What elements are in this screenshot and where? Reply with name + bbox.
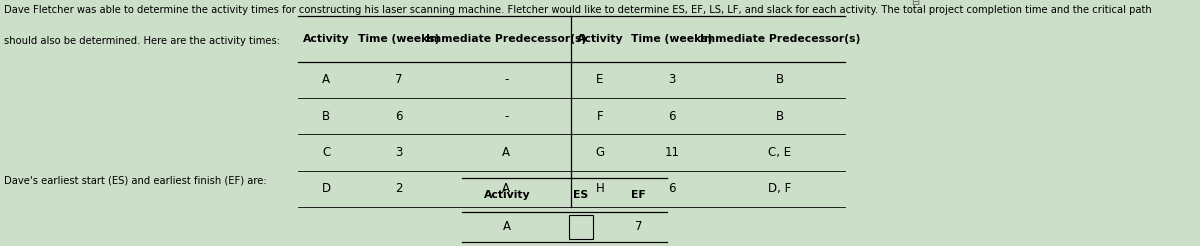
Text: C: C [323,146,330,159]
Text: H: H [595,183,605,195]
Text: 7: 7 [395,73,402,86]
Text: -: - [504,110,509,123]
Text: 7: 7 [635,220,642,233]
Text: 6: 6 [395,110,402,123]
Text: A: A [503,183,510,195]
Text: Dave's earliest start (ES) and earliest finish (EF) are:: Dave's earliest start (ES) and earliest … [4,176,266,186]
Text: F: F [596,110,604,123]
Text: 11: 11 [665,146,679,159]
Text: 6: 6 [668,183,676,195]
Text: G: G [595,146,605,159]
Text: Immediate Predecessor(s): Immediate Predecessor(s) [700,34,860,44]
Text: Activity: Activity [577,34,623,44]
Text: ES: ES [574,190,588,200]
Text: Activity: Activity [304,34,349,44]
Text: D, F: D, F [768,183,792,195]
Text: Dave Fletcher was able to determine the activity times for constructing his lase: Dave Fletcher was able to determine the … [4,5,1151,15]
Text: 2: 2 [395,183,402,195]
Text: D: D [322,183,331,195]
Text: EF: EF [631,190,646,200]
Bar [569,215,593,239]
Text: A: A [323,73,330,86]
Text: ⊟: ⊟ [912,0,919,7]
Text: B: B [776,73,784,86]
Text: E: E [596,73,604,86]
Text: Time (weeks): Time (weeks) [358,34,439,44]
Text: should also be determined. Here are the activity times:: should also be determined. Here are the … [4,36,280,46]
Text: Activity: Activity [484,190,530,200]
Text: -: - [504,73,509,86]
Text: B: B [323,110,330,123]
Text: 3: 3 [395,146,402,159]
Text: B: B [776,110,784,123]
Text: 3: 3 [668,73,676,86]
Text: A: A [503,146,510,159]
Text: A: A [503,220,511,233]
Text: C, E: C, E [768,146,792,159]
Text: 6: 6 [668,110,676,123]
Text: Time (weeks): Time (weeks) [631,34,713,44]
Text: Immediate Predecessor(s): Immediate Predecessor(s) [426,34,587,44]
